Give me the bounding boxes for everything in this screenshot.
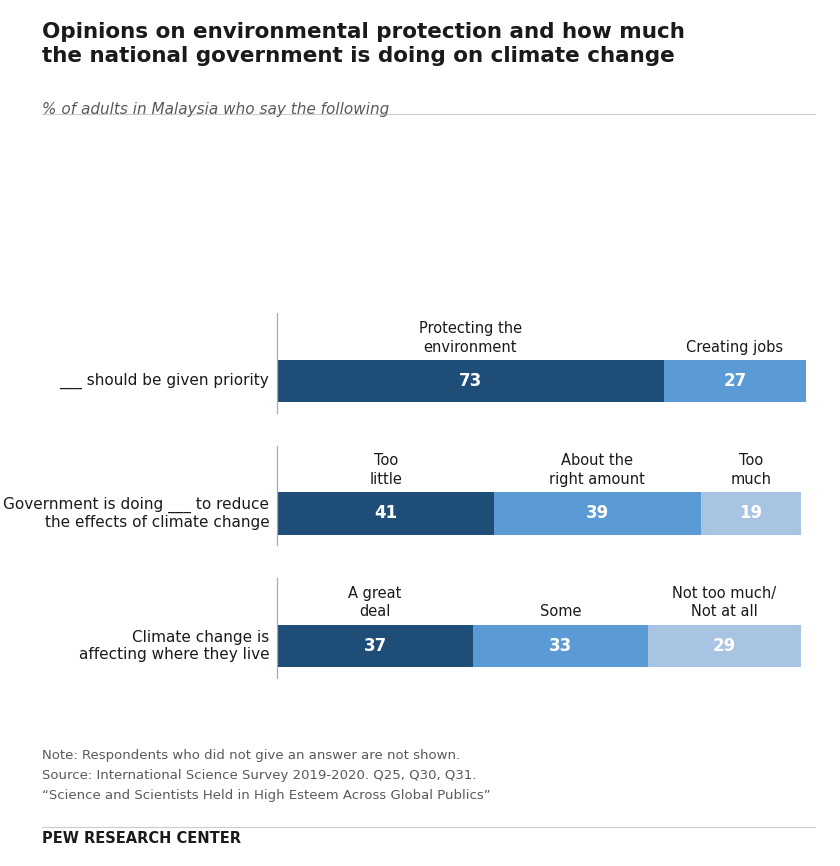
Text: 27: 27: [723, 372, 747, 390]
Text: A great
deal: A great deal: [349, 585, 402, 619]
Text: Government is doing ___ to reduce
the effects of climate change: Government is doing ___ to reduce the ef…: [3, 497, 270, 530]
Text: 73: 73: [459, 372, 482, 390]
Text: Note: Respondents who did not give an answer are not shown.: Note: Respondents who did not give an an…: [42, 749, 460, 762]
Text: About the
right amount: About the right amount: [549, 454, 645, 487]
Text: Source: International Science Survey 2019-2020. Q25, Q30, Q31.: Source: International Science Survey 201…: [42, 769, 476, 782]
Text: Protecting the
environment: Protecting the environment: [419, 321, 522, 354]
Bar: [648, 624, 801, 667]
Bar: [277, 492, 494, 534]
Text: 33: 33: [549, 637, 572, 655]
Bar: [277, 624, 473, 667]
Text: 19: 19: [739, 505, 763, 522]
Text: % of adults in Malaysia who say the following: % of adults in Malaysia who say the foll…: [42, 102, 389, 117]
Text: Creating jobs: Creating jobs: [686, 339, 784, 354]
Text: 39: 39: [585, 505, 609, 522]
Bar: [664, 360, 806, 402]
Text: PEW RESEARCH CENTER: PEW RESEARCH CENTER: [42, 831, 241, 846]
Text: 41: 41: [374, 505, 397, 522]
Text: Opinions on environmental protection and how much
the national government is doi: Opinions on environmental protection and…: [42, 22, 685, 67]
Text: 29: 29: [713, 637, 736, 655]
Text: Not too much/
Not at all: Not too much/ Not at all: [672, 585, 776, 619]
Bar: [701, 492, 801, 534]
Text: 37: 37: [364, 637, 386, 655]
Text: Climate change is
affecting where they live: Climate change is affecting where they l…: [79, 630, 270, 662]
Text: “Science and Scientists Held in High Esteem Across Global Publics”: “Science and Scientists Held in High Est…: [42, 789, 491, 802]
Bar: [277, 360, 664, 402]
Text: Some: Some: [539, 604, 581, 619]
Text: ___ should be given priority: ___ should be given priority: [60, 373, 270, 389]
Bar: [494, 492, 701, 534]
Bar: [473, 624, 648, 667]
Text: Too
much: Too much: [730, 454, 771, 487]
Text: Too
little: Too little: [370, 454, 402, 487]
